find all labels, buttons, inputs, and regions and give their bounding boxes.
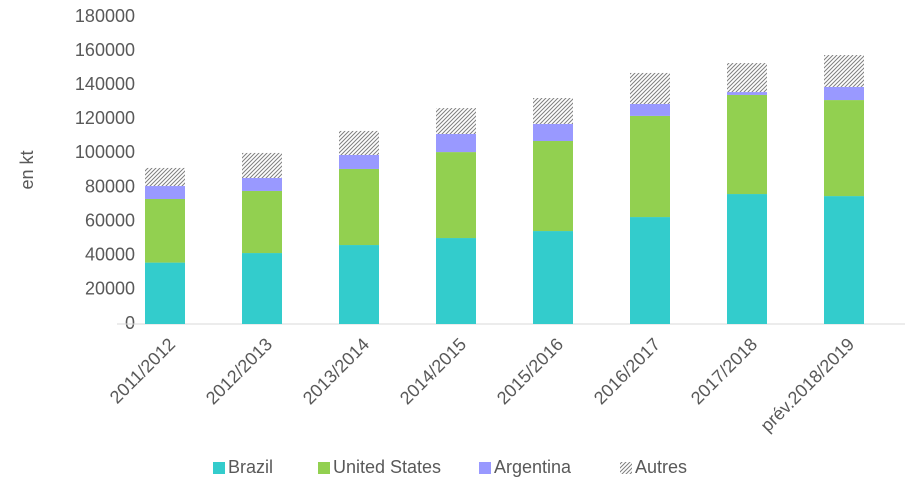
bar-segment [533, 231, 573, 324]
legend-swatch [479, 462, 491, 474]
bar-segment [824, 86, 864, 101]
legend-swatch [213, 462, 225, 474]
bar-segment [145, 167, 185, 187]
x-tick-label: prév.2018/2019 [757, 334, 859, 436]
y-tick-label: 80000 [85, 176, 135, 196]
legend-label: United States [333, 457, 441, 477]
x-tick-label: 2011/2012 [106, 334, 179, 407]
bar-segment [242, 178, 282, 191]
bar-segment [824, 55, 864, 87]
legend-swatch [620, 462, 632, 474]
bar-segment [339, 168, 379, 246]
bar-segment [630, 115, 670, 218]
bar-segment [436, 152, 476, 239]
bar-segment [242, 253, 282, 324]
x-tick-label: 2014/2015 [396, 334, 470, 408]
x-tick-label: 2015/2016 [493, 334, 567, 408]
bar-segment [242, 190, 282, 254]
y-tick-label: 160000 [75, 40, 135, 60]
x-tick-label: 2013/2014 [299, 334, 373, 408]
bar-segment [339, 130, 379, 155]
bar-segment [727, 92, 767, 95]
bar-segment [727, 94, 767, 195]
bar-segment [533, 123, 573, 141]
x-tick-label: 2012/2013 [202, 334, 276, 408]
bar-segment [824, 100, 864, 197]
bar-segment [630, 217, 670, 324]
legend-swatch [318, 462, 330, 474]
y-axis-label: en kt [17, 150, 37, 189]
x-tick-label: 2017/2018 [687, 334, 761, 408]
bar-segment [339, 154, 379, 169]
bar-segment [824, 196, 864, 324]
bar-segment [727, 63, 767, 93]
y-tick-label: 40000 [85, 245, 135, 265]
bar-segment [436, 238, 476, 324]
y-tick-label: 0 [125, 313, 135, 333]
y-tick-label: 20000 [85, 279, 135, 299]
bar-segment [436, 134, 476, 153]
y-tick-label: 60000 [85, 210, 135, 230]
bar-segment [533, 98, 573, 124]
x-tick-label: 2016/2017 [590, 334, 664, 408]
bar-segment [630, 103, 670, 116]
bar-segment [145, 262, 185, 324]
bar-segment [727, 194, 767, 324]
y-tick-label: 140000 [75, 74, 135, 94]
bar-segment [145, 198, 185, 263]
bar-segment [436, 108, 476, 135]
y-tick-label: 180000 [75, 6, 135, 26]
bar-segment [339, 245, 379, 324]
bar-segment [145, 186, 185, 199]
legend-label: Brazil [228, 457, 273, 477]
y-tick-label: 120000 [75, 108, 135, 128]
legend-label: Argentina [494, 457, 572, 477]
y-tick-label: 100000 [75, 142, 135, 162]
legend-label: Autres [635, 457, 687, 477]
bar-segment [533, 140, 573, 232]
bar-segment [242, 152, 282, 179]
bar-segment [630, 72, 670, 104]
